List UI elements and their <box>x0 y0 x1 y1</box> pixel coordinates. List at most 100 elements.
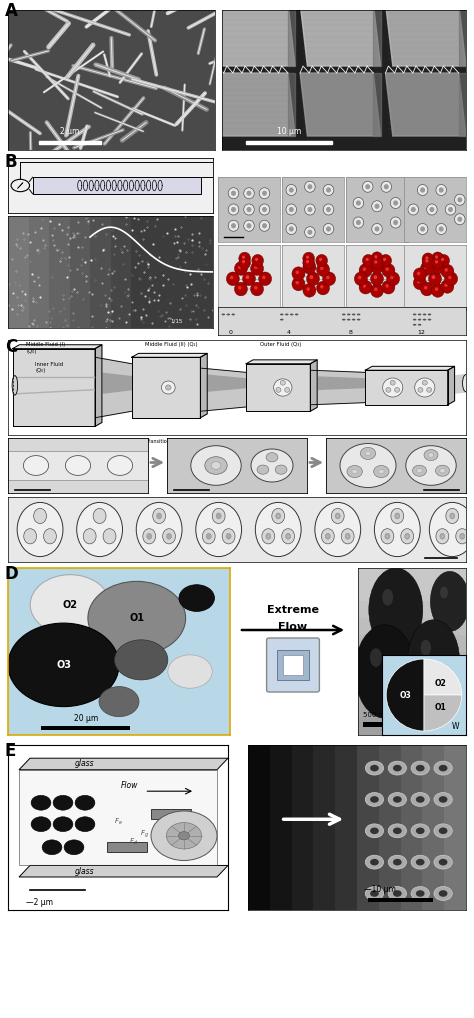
Circle shape <box>424 286 428 289</box>
Circle shape <box>388 761 407 775</box>
Circle shape <box>306 256 309 259</box>
Circle shape <box>393 859 401 865</box>
Circle shape <box>386 388 391 392</box>
Circle shape <box>369 568 423 652</box>
Circle shape <box>393 765 401 772</box>
Circle shape <box>179 832 190 840</box>
Circle shape <box>387 272 400 286</box>
Circle shape <box>31 795 51 810</box>
Text: Transition Tube (II): Transition Tube (II) <box>260 440 305 444</box>
Circle shape <box>34 508 46 523</box>
Circle shape <box>352 469 357 473</box>
Circle shape <box>455 194 465 206</box>
Circle shape <box>424 382 426 384</box>
Circle shape <box>259 272 272 286</box>
Circle shape <box>412 465 427 476</box>
Circle shape <box>434 824 452 838</box>
Circle shape <box>341 528 354 544</box>
Polygon shape <box>95 373 132 394</box>
Circle shape <box>445 204 456 215</box>
Circle shape <box>432 252 444 265</box>
Bar <box>248 745 270 910</box>
Text: (Q₀): (Q₀) <box>36 369 46 373</box>
Circle shape <box>103 528 116 544</box>
Circle shape <box>429 207 434 212</box>
Circle shape <box>416 828 425 834</box>
Circle shape <box>390 197 401 209</box>
Circle shape <box>365 761 383 775</box>
Text: $F_d$: $F_d$ <box>129 837 138 847</box>
Circle shape <box>356 220 361 225</box>
Circle shape <box>179 584 214 612</box>
Circle shape <box>434 887 452 901</box>
Text: $F_e$: $F_e$ <box>114 817 122 828</box>
Circle shape <box>411 824 429 838</box>
Circle shape <box>231 223 236 228</box>
Text: Extreme: Extreme <box>267 605 319 615</box>
Circle shape <box>231 190 236 195</box>
Circle shape <box>435 261 438 264</box>
Circle shape <box>385 284 389 288</box>
Circle shape <box>108 456 133 475</box>
Circle shape <box>252 254 264 267</box>
Circle shape <box>436 528 449 544</box>
Circle shape <box>371 261 383 274</box>
Circle shape <box>448 207 453 212</box>
Circle shape <box>355 625 415 719</box>
Ellipse shape <box>12 376 18 395</box>
Circle shape <box>383 378 403 397</box>
Circle shape <box>405 533 410 540</box>
Circle shape <box>374 226 380 232</box>
Circle shape <box>413 268 426 282</box>
Circle shape <box>286 533 291 540</box>
Circle shape <box>88 581 186 655</box>
Circle shape <box>385 268 389 271</box>
Circle shape <box>381 528 394 544</box>
Text: O2: O2 <box>63 600 78 610</box>
Circle shape <box>254 286 257 289</box>
Circle shape <box>382 280 395 294</box>
FancyBboxPatch shape <box>266 638 319 692</box>
Circle shape <box>251 262 264 276</box>
Circle shape <box>424 450 438 460</box>
Circle shape <box>434 761 452 775</box>
Circle shape <box>444 268 448 272</box>
Circle shape <box>326 276 329 279</box>
Circle shape <box>428 314 431 316</box>
Circle shape <box>64 840 84 855</box>
Circle shape <box>310 275 313 279</box>
Circle shape <box>323 204 334 215</box>
Circle shape <box>441 258 444 261</box>
Text: O1: O1 <box>435 702 447 712</box>
Circle shape <box>235 262 247 276</box>
Circle shape <box>239 252 251 265</box>
Circle shape <box>413 276 426 290</box>
Circle shape <box>292 277 305 291</box>
Bar <box>33 177 201 193</box>
Bar <box>8 216 28 328</box>
Circle shape <box>347 465 362 477</box>
Circle shape <box>408 204 419 215</box>
Circle shape <box>420 282 433 296</box>
Circle shape <box>295 271 299 274</box>
Circle shape <box>280 381 285 385</box>
Text: z [μm]: z [μm] <box>331 342 353 349</box>
Circle shape <box>370 796 379 803</box>
Circle shape <box>352 314 356 316</box>
Circle shape <box>275 465 287 474</box>
Circle shape <box>226 533 231 540</box>
Bar <box>358 652 466 668</box>
Text: 12: 12 <box>418 330 426 335</box>
Circle shape <box>24 528 36 544</box>
Circle shape <box>384 184 389 189</box>
Circle shape <box>434 855 452 869</box>
Circle shape <box>255 258 258 261</box>
Polygon shape <box>201 369 246 411</box>
Circle shape <box>419 389 421 391</box>
Circle shape <box>416 765 425 772</box>
Bar <box>49 216 70 328</box>
Text: W: W <box>452 722 460 731</box>
Circle shape <box>320 285 324 288</box>
Circle shape <box>262 276 265 279</box>
Circle shape <box>457 197 462 203</box>
